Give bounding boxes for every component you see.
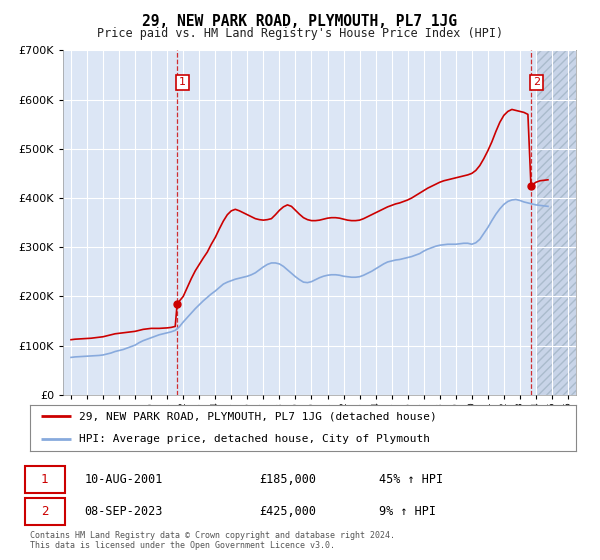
Text: 1: 1 (41, 473, 49, 486)
Text: Price paid vs. HM Land Registry's House Price Index (HPI): Price paid vs. HM Land Registry's House … (97, 27, 503, 40)
Text: 45% ↑ HPI: 45% ↑ HPI (379, 473, 443, 486)
Text: 9% ↑ HPI: 9% ↑ HPI (379, 505, 436, 519)
Text: 29, NEW PARK ROAD, PLYMOUTH, PL7 1JG: 29, NEW PARK ROAD, PLYMOUTH, PL7 1JG (143, 14, 458, 29)
Text: 2: 2 (41, 505, 49, 519)
Text: 10-AUG-2001: 10-AUG-2001 (85, 473, 163, 486)
Text: 2: 2 (533, 77, 540, 87)
FancyBboxPatch shape (25, 466, 65, 493)
Text: £185,000: £185,000 (259, 473, 316, 486)
Text: Contains HM Land Registry data © Crown copyright and database right 2024.
This d: Contains HM Land Registry data © Crown c… (30, 531, 395, 550)
Text: 1: 1 (179, 77, 186, 87)
Text: 29, NEW PARK ROAD, PLYMOUTH, PL7 1JG (detached house): 29, NEW PARK ROAD, PLYMOUTH, PL7 1JG (de… (79, 412, 437, 421)
FancyBboxPatch shape (25, 498, 65, 525)
Text: HPI: Average price, detached house, City of Plymouth: HPI: Average price, detached house, City… (79, 435, 430, 444)
Bar (536, 50, 576, 395)
Text: £425,000: £425,000 (259, 505, 316, 519)
Text: 08-SEP-2023: 08-SEP-2023 (85, 505, 163, 519)
